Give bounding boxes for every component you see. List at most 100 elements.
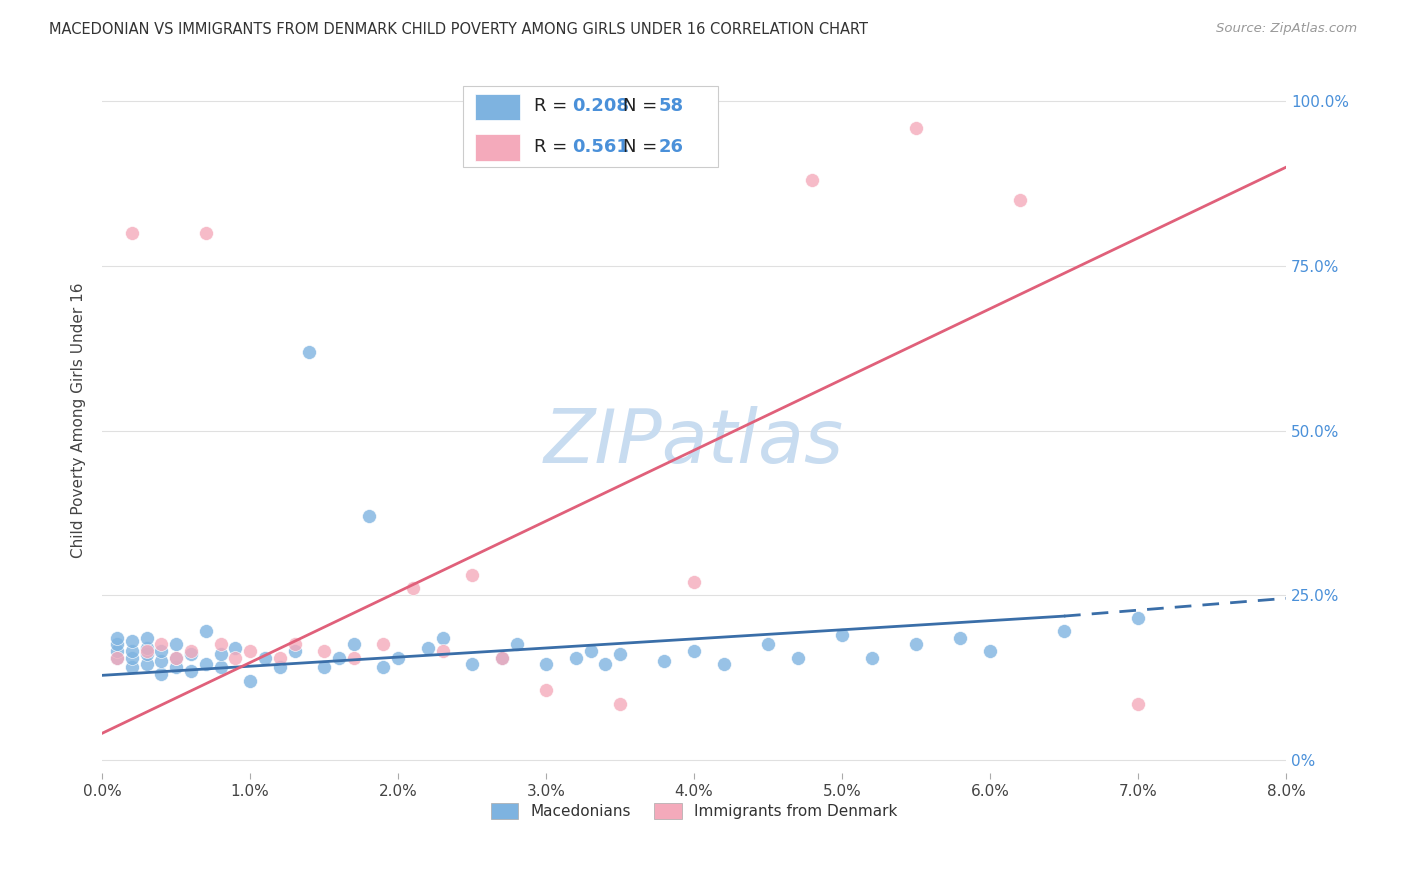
Point [165,650,187,665]
Point [683,574,706,589]
Point [180,664,202,678]
Point [831,627,853,641]
Point [860,650,883,665]
Point [461,657,484,672]
Point [579,644,602,658]
Point [373,660,395,674]
Point [135,640,157,655]
Point [314,644,336,658]
Point [150,644,173,658]
Text: N =: N = [623,97,664,115]
Point [1008,193,1031,207]
Point [135,631,157,645]
Point [180,644,202,658]
Point [105,631,128,645]
Point [1126,611,1149,625]
Point [150,654,173,668]
Bar [475,94,520,120]
Point [284,637,307,651]
Point [534,683,557,698]
Point [253,650,276,665]
Point [609,697,631,711]
Point [121,644,143,658]
Point [905,637,928,651]
Point [165,637,187,651]
FancyBboxPatch shape [463,87,717,167]
Point [269,650,291,665]
Text: 0.208: 0.208 [572,97,628,115]
Point [150,637,173,651]
Point [284,644,307,658]
Text: 0.561: 0.561 [572,138,628,156]
Point [194,657,217,672]
Point [150,667,173,681]
Point [534,657,557,672]
Point [416,640,439,655]
Point [209,647,232,661]
Text: ZIPatlas: ZIPatlas [544,406,844,478]
Point [269,660,291,674]
Point [595,657,617,672]
Text: 26: 26 [658,138,683,156]
Point [209,637,232,651]
Point [801,173,824,187]
Point [165,650,187,665]
Point [905,120,928,135]
Text: N =: N = [623,138,664,156]
Point [165,660,187,674]
Point [432,631,454,645]
Text: 58: 58 [658,97,683,115]
Point [105,650,128,665]
Point [298,344,321,359]
Point [713,657,735,672]
Point [402,582,425,596]
Point [949,631,972,645]
Point [387,650,409,665]
Point [224,650,246,665]
Point [609,647,631,661]
Point [432,644,454,658]
Point [505,637,527,651]
Point [194,624,217,639]
Point [654,654,676,668]
Point [180,647,202,661]
Point [564,650,586,665]
Point [105,637,128,651]
Text: Source: ZipAtlas.com: Source: ZipAtlas.com [1216,22,1357,36]
Text: MACEDONIAN VS IMMIGRANTS FROM DENMARK CHILD POVERTY AMONG GIRLS UNDER 16 CORRELA: MACEDONIAN VS IMMIGRANTS FROM DENMARK CH… [49,22,869,37]
Point [135,647,157,661]
Point [979,644,1001,658]
Point [1053,624,1076,639]
Point [121,650,143,665]
Point [239,673,262,688]
Point [121,634,143,648]
Point [209,660,232,674]
Point [135,644,157,658]
Point [105,650,128,665]
Point [121,660,143,674]
Point [491,650,513,665]
Point [756,637,779,651]
Point [343,650,366,665]
Point [328,650,350,665]
Point [373,637,395,651]
Point [194,226,217,240]
Point [357,509,380,524]
Bar [475,134,520,161]
Point [314,660,336,674]
Legend: Macedonians, Immigrants from Denmark: Macedonians, Immigrants from Denmark [485,797,903,825]
Point [239,644,262,658]
Point [105,644,128,658]
Point [135,657,157,672]
Point [786,650,808,665]
Point [491,650,513,665]
Text: R =: R = [534,97,574,115]
Point [683,644,706,658]
Point [1126,697,1149,711]
Y-axis label: Child Poverty Among Girls Under 16: Child Poverty Among Girls Under 16 [72,283,86,558]
Point [121,226,143,240]
Point [343,637,366,651]
Text: R =: R = [534,138,574,156]
Point [224,640,246,655]
Point [461,568,484,582]
